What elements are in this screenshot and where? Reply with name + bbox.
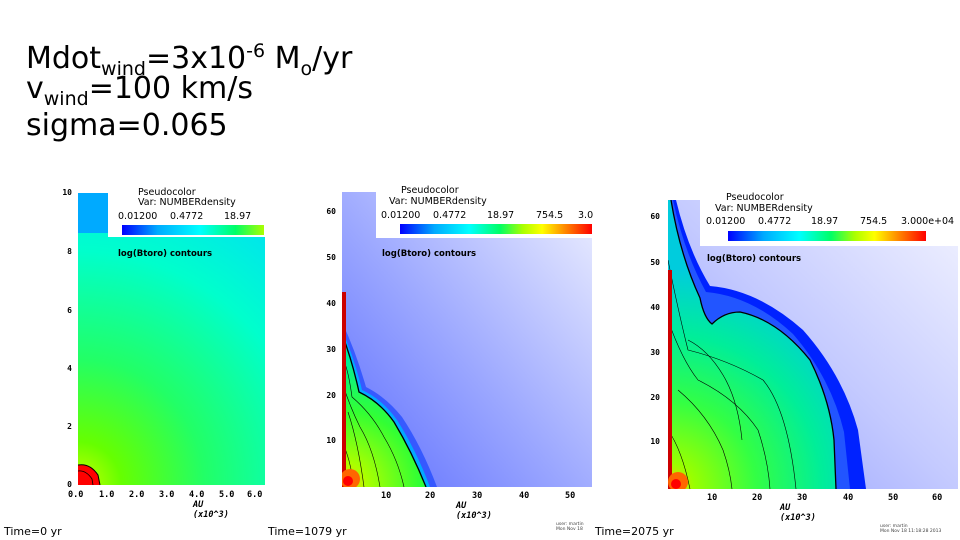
- xtick-2-1: 20: [425, 491, 436, 501]
- legend-tick-1-1: 0.4772: [170, 211, 204, 222]
- ytick-2-1: 50: [326, 253, 336, 262]
- contour-label-1: log(Btoro) contours: [118, 249, 213, 259]
- xtick-2-3: 40: [519, 491, 530, 501]
- ytick-2-0: 60: [326, 207, 336, 216]
- contour-label-3: log(Btoro) contours: [707, 254, 802, 264]
- title-mdot: Mdotwind=3x10-6 Mo/yr: [26, 40, 353, 80]
- legend-var-1: Var: NUMBERdensity: [138, 197, 236, 208]
- ytick-2-3: 30: [326, 345, 336, 354]
- legend-var-2: Var: NUMBERdensity: [389, 196, 487, 207]
- ytick-1-5: 0: [67, 480, 72, 489]
- legend-colorbar-1: [122, 225, 264, 235]
- ytick-2-5: 10: [326, 436, 336, 445]
- xtick-3-1: 20: [752, 493, 763, 503]
- xtick-1-5: 5.0: [219, 490, 235, 500]
- xtick-1-6: 6.0: [247, 490, 263, 500]
- legend-tick-2-3: 754.5: [536, 210, 564, 221]
- ytick-3-3: 30: [650, 348, 660, 357]
- legend-tick-3-1: 0.4772: [758, 216, 792, 227]
- xtick-3-5: 60: [932, 493, 943, 503]
- xtick-1-2: 2.0: [129, 490, 145, 500]
- legend-var-3: Var: NUMBERdensity: [715, 203, 813, 214]
- xtick-1-3: 3.0: [159, 490, 175, 500]
- ytick-1-3: 4: [67, 364, 72, 373]
- title-vwind: vwind=100 km/s: [26, 71, 253, 111]
- legend-tick-1-2: 18.97: [224, 211, 252, 222]
- legend-tick-3-2: 18.97: [811, 216, 839, 227]
- density-map-1: [78, 193, 265, 485]
- ytick-1-1: 8: [67, 247, 72, 256]
- xtick-1-0: 0.0: [68, 490, 84, 500]
- legend-tick-3-0: 0.01200: [706, 216, 746, 227]
- time-label-1: Time=0 yr: [4, 525, 62, 538]
- legend-tick-3-3: 754.5: [860, 216, 888, 227]
- legend-tick-2-0: 0.01200: [381, 210, 421, 221]
- ytick-3-5: 10: [650, 437, 660, 446]
- contour-label-2: log(Btoro) contours: [382, 249, 477, 259]
- xtick-3-4: 50: [888, 493, 899, 503]
- plot-area-2: [342, 192, 592, 487]
- legend-tick-2-4: 3.0: [578, 210, 594, 221]
- plot-area-1: [78, 193, 265, 485]
- xaxis-title-1: AU (x10^3): [193, 500, 229, 520]
- legend-colorbar-2: [400, 224, 592, 234]
- xtick-3-2: 30: [797, 493, 808, 503]
- density-map-3: [668, 200, 958, 489]
- xtick-3-3: 40: [843, 493, 854, 503]
- ytick-3-4: 20: [650, 393, 660, 402]
- time-label-2: Time=1079 yr: [268, 525, 347, 538]
- legend-tick-3-4: 3.000e+04: [901, 216, 955, 227]
- legend-tick-2-1: 0.4772: [433, 210, 467, 221]
- ytick-3-0: 60: [650, 212, 660, 221]
- user-stamp-3: user: martin Mon Nov 18 11:18:28 2013: [880, 524, 942, 534]
- density-map-2: [342, 192, 592, 487]
- plot-area-3: [668, 200, 958, 489]
- legend-title-1: Pseudocolor: [138, 187, 196, 198]
- xtick-2-0: 10: [381, 491, 392, 501]
- user-stamp-2: user: martin Mon Nov 18: [556, 522, 584, 532]
- ytick-1-0: 10: [62, 188, 72, 197]
- ytick-3-1: 50: [650, 258, 660, 267]
- legend-colorbar-3: [728, 231, 926, 241]
- title-sigma: sigma=0.065: [26, 108, 228, 143]
- xaxis-title-3: AU (x10^3): [780, 503, 816, 523]
- xtick-3-0: 10: [707, 493, 718, 503]
- ytick-1-4: 2: [67, 422, 72, 431]
- legend-title-2: Pseudocolor: [401, 185, 459, 196]
- ytick-2-4: 20: [326, 391, 336, 400]
- xtick-2-4: 50: [565, 491, 576, 501]
- legend-title-3: Pseudocolor: [726, 192, 784, 203]
- ytick-3-2: 40: [650, 303, 660, 312]
- time-label-3: Time=2075 yr: [595, 525, 674, 538]
- xaxis-title-2: AU (x10^3): [456, 501, 492, 521]
- ytick-1-2: 6: [67, 306, 72, 315]
- ytick-2-2: 40: [326, 299, 336, 308]
- xtick-1-1: 1.0: [99, 490, 115, 500]
- legend-tick-1-0: 0.01200: [118, 211, 158, 222]
- legend-tick-2-2: 18.97: [487, 210, 515, 221]
- xtick-2-2: 30: [472, 491, 483, 501]
- xtick-1-4: 4.0: [189, 490, 205, 500]
